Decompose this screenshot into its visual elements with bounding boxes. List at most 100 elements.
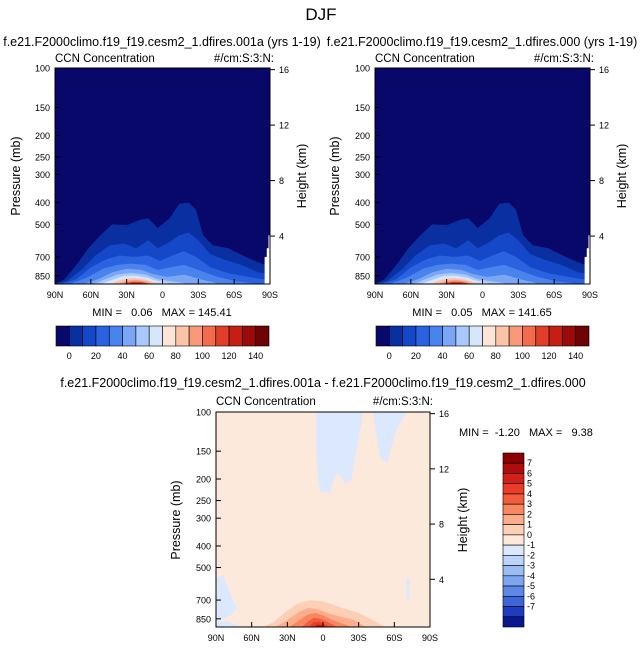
y-tick-label: 100	[355, 64, 370, 74]
x-tick-label: 60N	[403, 290, 420, 300]
colorbar-swatch	[415, 325, 430, 347]
colorbar-swatch	[95, 325, 110, 347]
panel-2-ylabel: Pressure (mb)	[328, 136, 342, 215]
panel-3-axes: 100 150 200 250 300 400 500 700 850 16 12 8 4 90N 60N 3…	[196, 408, 449, 644]
y-tick-label: 250	[35, 152, 50, 162]
colorbar-swatch	[55, 325, 70, 347]
colorbar-swatch	[482, 325, 497, 347]
colorbar-label: 2	[527, 509, 532, 519]
colorbar-swatch	[502, 565, 525, 577]
panel-3-ylabel: Pressure (mb)	[169, 480, 183, 559]
y-tick-label: 500	[35, 220, 50, 230]
colorbar-swatch	[508, 325, 523, 347]
panel-1-variable-label: CCN Concentration	[55, 53, 155, 65]
panel-1-minmax: MIN = 0.06 MAX = 145.41	[92, 307, 231, 319]
colorbar-swatch	[502, 462, 525, 474]
y-tick-label: 700	[355, 252, 370, 262]
y2-tick-label: 12	[599, 121, 609, 131]
colorbar-label: 40	[118, 351, 128, 361]
panel-2-y2label: Height (km)	[615, 144, 629, 209]
colorbar-swatch	[389, 325, 403, 347]
y2-tick-label: 4	[599, 232, 604, 242]
colorbar-label: -2	[527, 550, 535, 560]
panel-3-units-label: #/cm:S:3:N:	[373, 396, 433, 408]
y-tick-label: 400	[355, 198, 370, 208]
negative-region	[315, 412, 364, 493]
colorbar-swatch	[502, 544, 525, 556]
y-tick-label: 500	[196, 563, 211, 573]
colorbar-swatch	[228, 325, 243, 347]
colorbar-swatch	[455, 325, 470, 347]
y-tick-label: 700	[196, 596, 211, 606]
y-tick-label: 200	[355, 131, 370, 141]
y2-tick-label: 16	[279, 65, 289, 75]
colorbar-swatch	[188, 325, 203, 347]
x-tick-label: 0	[160, 290, 165, 300]
panel-3-plot-area	[216, 412, 430, 627]
colorbar-label: 3	[527, 499, 532, 509]
panel-2: f.e21.F2000climo.f19_f19.cesm2_1.dfires.…	[327, 35, 638, 361]
y-tick-label: 200	[35, 131, 50, 141]
x-tick-label: 90N	[47, 290, 64, 300]
x-tick-label: 0	[320, 633, 325, 643]
y-tick-label: 300	[35, 170, 50, 180]
colorbar-swatch	[468, 325, 483, 347]
y2-tick-label: 4	[439, 575, 444, 585]
y2-tick-label: 16	[599, 65, 609, 75]
colorbar-swatch	[522, 325, 537, 347]
colorbar-swatch	[502, 514, 525, 525]
y-tick-label: 700	[35, 252, 50, 262]
x-tick-label: 60N	[243, 633, 260, 643]
panel-1: f.e21.F2000climo.f19_f19.cesm2_1.dfires.…	[3, 35, 321, 361]
no-data-region	[588, 235, 590, 284]
x-tick-label: 90N	[208, 633, 225, 643]
y-tick-label: 150	[35, 103, 50, 113]
y-tick-label: 150	[196, 447, 211, 457]
x-tick-label: 90S	[582, 290, 598, 300]
panel-2-plot-area	[375, 68, 590, 284]
y-tick-label: 850	[196, 614, 211, 624]
colorbar-label: 7	[527, 458, 532, 468]
panel-3-variable-label: CCN Concentration	[216, 396, 316, 408]
colorbar-label: 1	[527, 520, 532, 530]
colorbar-label: -7	[527, 602, 535, 612]
colorbar-label: 0	[387, 351, 392, 361]
figure-title: DJF	[305, 5, 336, 24]
colorbar-swatch	[148, 325, 163, 347]
colorbar-swatch	[502, 503, 525, 515]
colorbar-swatch	[375, 325, 390, 347]
y2-tick-label: 16	[439, 409, 449, 419]
colorbar-label: 60	[464, 351, 474, 361]
colorbar-swatch	[175, 325, 190, 347]
panel-1-colorbar: 0 20 40 60 80 100 120 140	[55, 325, 270, 361]
colorbar-label: 4	[527, 489, 532, 499]
colorbar-swatch	[108, 325, 123, 347]
y-tick-label: 850	[355, 271, 370, 281]
colorbar-swatch	[502, 452, 525, 464]
colorbar-label: -6	[527, 591, 535, 601]
colorbar-label: 100	[515, 351, 530, 361]
colorbar-swatch	[502, 534, 525, 546]
colorbar-label: 20	[91, 351, 101, 361]
colorbar-swatch	[122, 325, 137, 347]
panel-3-title: f.e21.F2000climo.f19_f19.cesm2_1.dfires.…	[60, 376, 585, 390]
contour-band	[308, 621, 331, 627]
negative-region	[216, 575, 238, 622]
colorbar-label: 120	[542, 351, 557, 361]
y-tick-label: 300	[196, 514, 211, 524]
colorbar-label: 140	[248, 351, 263, 361]
colorbar-swatch	[502, 585, 525, 597]
colorbar-swatch	[502, 575, 525, 587]
y-tick-label: 100	[35, 64, 50, 74]
x-tick-label: 30N	[279, 633, 296, 643]
colorbar-label: -1	[527, 540, 535, 550]
colorbar-label: 0	[527, 530, 532, 540]
colorbar-label: 60	[144, 351, 154, 361]
panel-2-title: f.e21.F2000climo.f19_f19.cesm2_1.dfires.…	[327, 35, 638, 49]
colorbar-swatch	[502, 616, 525, 628]
colorbar-label: -3	[527, 561, 535, 571]
panel-1-units-label: #/cm:S:3:N:	[214, 53, 274, 65]
panel-1-title: f.e21.F2000climo.f19_f19.cesm2_1.dfires.…	[3, 35, 321, 49]
